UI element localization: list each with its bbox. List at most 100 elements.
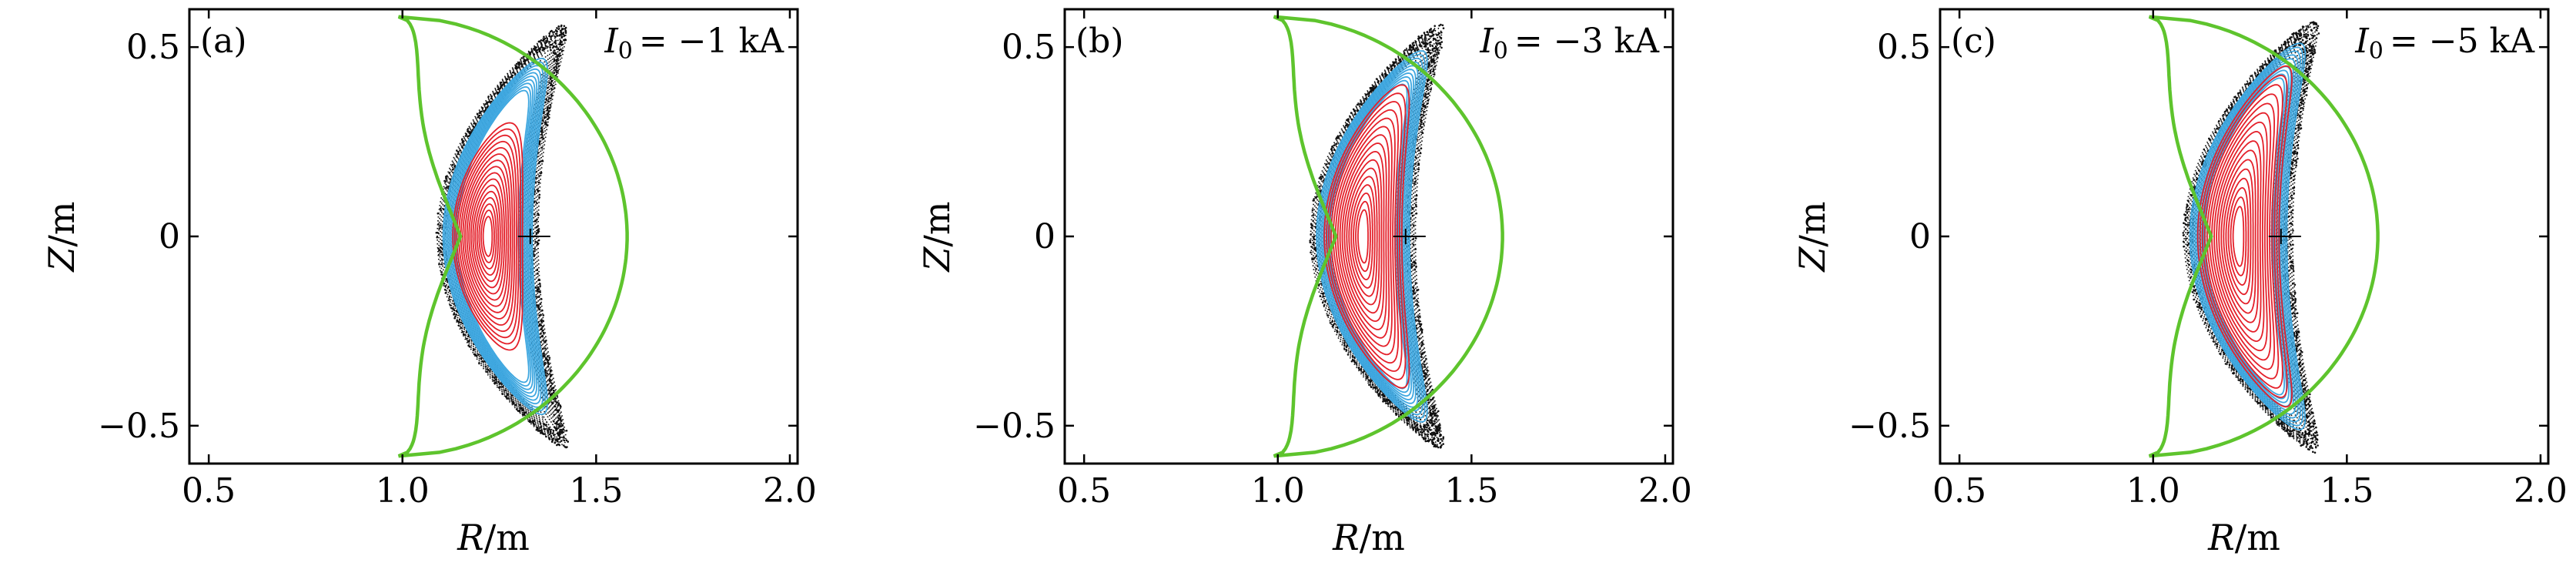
stochastic-point xyxy=(1439,442,1441,444)
stochastic-point xyxy=(1437,52,1440,54)
stochastic-point xyxy=(1426,31,1428,33)
stochastic-point xyxy=(2290,176,2293,179)
stochastic-point xyxy=(552,387,555,390)
stochastic-point xyxy=(2290,266,2293,270)
stochastic-point xyxy=(1413,426,1416,429)
stochastic-point xyxy=(2270,57,2273,59)
stochastic-point xyxy=(557,404,559,407)
stochastic-point xyxy=(2309,60,2311,63)
core-surface xyxy=(480,209,495,263)
stochastic-point xyxy=(1419,424,1422,427)
stochastic-point xyxy=(465,132,468,136)
stochastic-point xyxy=(1415,205,1417,208)
stochastic-point xyxy=(1413,264,1416,266)
stochastic-point xyxy=(476,113,479,116)
stochastic-point xyxy=(537,273,539,275)
stochastic-point xyxy=(1333,323,1336,325)
stochastic-point xyxy=(1435,418,1437,420)
stochastic-point xyxy=(1394,412,1397,415)
y-axis-label: Z/m xyxy=(1791,201,1833,273)
panel-2: 0.5 1.0 1.5 2.0 −0.5 0 0.5 R/m Z/m (b) I0 = −3 kA xyxy=(916,8,1692,558)
stochastic-point xyxy=(557,48,560,51)
core-surface xyxy=(470,178,505,295)
stochastic-point xyxy=(517,410,520,412)
stochastic-point xyxy=(464,135,467,137)
stochastic-point xyxy=(2295,331,2298,334)
stochastic-point xyxy=(1360,103,1363,105)
stochastic-point xyxy=(511,74,514,77)
stochastic-point xyxy=(533,255,536,257)
stochastic-point xyxy=(2200,163,2203,166)
stochastic-point xyxy=(540,324,543,327)
stochastic-point xyxy=(1431,45,1434,48)
stochastic-point xyxy=(2314,432,2317,434)
middle-surface xyxy=(2189,42,2307,430)
stochastic-point xyxy=(548,32,550,35)
stochastic-point xyxy=(556,34,558,37)
stochastic-point xyxy=(1433,437,1436,440)
stochastic-point xyxy=(1331,152,1333,155)
stochastic-point xyxy=(1415,265,1417,268)
stochastic-point xyxy=(552,391,555,394)
stochastic-point xyxy=(493,382,496,385)
stochastic-point xyxy=(1413,290,1415,293)
stochastic-point xyxy=(2301,351,2303,353)
stochastic-point xyxy=(563,25,566,28)
stochastic-point xyxy=(2292,229,2294,232)
stochastic-point xyxy=(1416,300,1419,303)
stochastic-point xyxy=(2283,427,2286,430)
stochastic-point xyxy=(493,93,496,95)
middle-surface xyxy=(453,82,534,390)
stochastic-point xyxy=(2303,35,2305,38)
stochastic-point xyxy=(1427,389,1429,391)
stochastic-point xyxy=(2291,216,2293,219)
stochastic-point xyxy=(2277,424,2279,426)
core-surface xyxy=(474,190,501,283)
stochastic-point xyxy=(1434,54,1436,56)
stochastic-point xyxy=(2280,424,2283,426)
stochastic-point xyxy=(553,59,556,61)
core-surface xyxy=(2223,168,2254,305)
stochastic-point xyxy=(2309,44,2311,47)
stochastic-point xyxy=(2184,213,2187,216)
stochastic-point xyxy=(1322,295,1325,298)
stochastic-point xyxy=(545,41,548,43)
stochastic-point xyxy=(2304,389,2307,391)
stochastic-point xyxy=(459,149,461,152)
stochastic-point xyxy=(1387,402,1390,404)
stochastic-point xyxy=(457,324,460,327)
stochastic-point xyxy=(490,97,493,100)
stochastic-point xyxy=(539,48,541,51)
stochastic-point xyxy=(525,59,527,62)
stochastic-point xyxy=(1395,58,1397,61)
stochastic-point xyxy=(2310,47,2313,50)
stochastic-point xyxy=(504,389,507,392)
stochastic-point xyxy=(2270,416,2273,419)
core-surface xyxy=(453,128,521,345)
stochastic-point xyxy=(2312,412,2314,414)
stochastic-point xyxy=(1416,423,1419,426)
stochastic-point xyxy=(2240,377,2242,380)
stochastic-point xyxy=(473,122,475,125)
stochastic-point xyxy=(2306,416,2309,419)
stochastic-point xyxy=(1431,49,1434,52)
stochastic-point xyxy=(1310,246,1313,248)
stochastic-point xyxy=(550,388,553,391)
stochastic-point xyxy=(534,45,537,49)
stochastic-point xyxy=(1406,422,1409,425)
stochastic-point xyxy=(480,357,483,360)
stochastic-point xyxy=(555,423,558,425)
stochastic-point xyxy=(515,408,518,410)
stochastic-point xyxy=(1437,437,1440,440)
middle-surface xyxy=(2194,54,2299,419)
stochastic-point xyxy=(560,36,563,39)
stochastic-point xyxy=(540,429,543,432)
stochastic-point xyxy=(1312,214,1315,216)
stochastic-point xyxy=(544,37,547,40)
stochastic-point xyxy=(1309,239,1311,242)
stochastic-point xyxy=(1415,194,1418,197)
stochastic-point xyxy=(2310,425,2313,428)
stochastic-point xyxy=(1367,95,1370,97)
stochastic-point xyxy=(538,420,541,423)
panel-3: 0.5 1.0 1.5 2.0 −0.5 0 0.5 R/m Z/m (c) I0 = −5 kA xyxy=(1791,8,2568,558)
